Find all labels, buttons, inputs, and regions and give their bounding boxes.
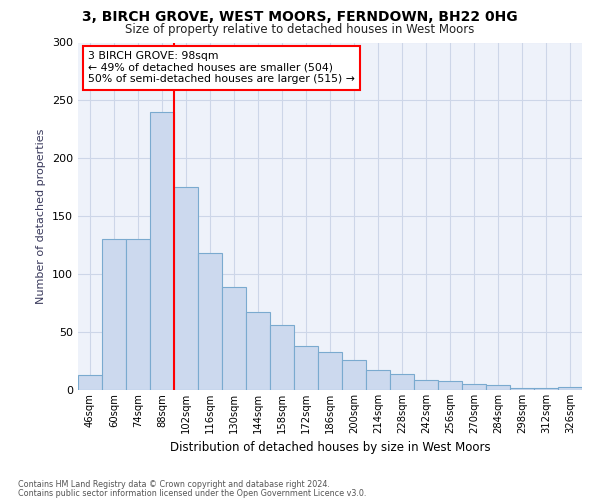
Bar — [438, 380, 462, 390]
Text: 3 BIRCH GROVE: 98sqm
← 49% of detached houses are smaller (504)
50% of semi-deta: 3 BIRCH GROVE: 98sqm ← 49% of detached h… — [88, 51, 355, 84]
Bar — [510, 388, 534, 390]
Bar — [318, 352, 342, 390]
Bar — [174, 188, 198, 390]
Bar — [366, 370, 390, 390]
Bar — [390, 374, 414, 390]
Bar — [198, 254, 222, 390]
Bar — [558, 386, 582, 390]
Text: Size of property relative to detached houses in West Moors: Size of property relative to detached ho… — [125, 22, 475, 36]
Bar — [534, 388, 558, 390]
Bar — [294, 346, 318, 390]
Bar — [342, 360, 366, 390]
Bar — [270, 325, 294, 390]
Text: Contains HM Land Registry data © Crown copyright and database right 2024.: Contains HM Land Registry data © Crown c… — [18, 480, 330, 489]
Bar — [78, 375, 102, 390]
Bar — [150, 112, 174, 390]
Bar — [102, 240, 126, 390]
Text: Contains public sector information licensed under the Open Government Licence v3: Contains public sector information licen… — [18, 489, 367, 498]
Bar — [126, 240, 150, 390]
Bar — [462, 384, 486, 390]
Y-axis label: Number of detached properties: Number of detached properties — [37, 128, 46, 304]
Text: 3, BIRCH GROVE, WEST MOORS, FERNDOWN, BH22 0HG: 3, BIRCH GROVE, WEST MOORS, FERNDOWN, BH… — [82, 10, 518, 24]
Bar — [246, 312, 270, 390]
Bar — [486, 386, 510, 390]
X-axis label: Distribution of detached houses by size in West Moors: Distribution of detached houses by size … — [170, 442, 490, 454]
Bar — [414, 380, 438, 390]
Bar — [222, 287, 246, 390]
